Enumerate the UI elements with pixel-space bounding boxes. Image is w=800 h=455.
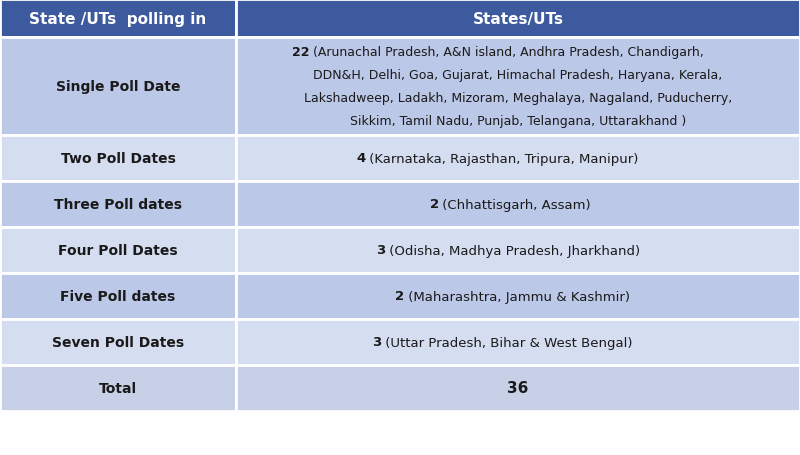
Text: Sikkim, Tamil Nadu, Punjab, Telangana, Uttarakhand ): Sikkim, Tamil Nadu, Punjab, Telangana, U… [350,115,686,127]
Text: Single Poll Date: Single Poll Date [56,80,180,94]
Text: 3: 3 [372,336,382,349]
Text: 4: 4 [357,152,366,165]
Bar [0,228,236,273]
Bar [236,0,800,38]
Text: 3: 3 [376,244,386,257]
Text: (Odisha, Madhya Pradesh, Jharkhand): (Odisha, Madhya Pradesh, Jharkhand) [385,244,640,257]
Text: States/UTs: States/UTs [473,11,563,26]
Text: State /UTs  polling in: State /UTs polling in [30,11,206,26]
Bar [0,319,236,365]
Text: (Uttar Pradesh, Bihar & West Bengal): (Uttar Pradesh, Bihar & West Bengal) [381,336,632,349]
Text: Five Poll dates: Five Poll dates [60,289,176,303]
Bar [236,273,800,319]
Text: 2: 2 [395,290,404,303]
Bar [0,38,236,136]
Bar [236,182,800,228]
Bar [0,0,236,38]
Text: Seven Poll Dates: Seven Poll Dates [52,335,184,349]
Text: (Karnataka, Rajasthan, Tripura, Manipur): (Karnataka, Rajasthan, Tripura, Manipur) [366,152,638,165]
Text: (Arunachal Pradesh, A&N island, Andhra Pradesh, Chandigarh,: (Arunachal Pradesh, A&N island, Andhra P… [309,46,703,59]
Text: Total: Total [99,381,137,395]
Text: DDN&H, Delhi, Goa, Gujarat, Himachal Pradesh, Haryana, Kerala,: DDN&H, Delhi, Goa, Gujarat, Himachal Pra… [314,69,722,82]
Bar [236,136,800,182]
Bar [0,182,236,228]
Text: Four Poll Dates: Four Poll Dates [58,243,178,258]
Text: 22: 22 [292,46,310,59]
Text: Two Poll Dates: Two Poll Dates [61,152,175,166]
Bar [0,365,236,411]
Bar [0,273,236,319]
Bar [236,38,800,136]
Text: (Maharashtra, Jammu & Kashmir): (Maharashtra, Jammu & Kashmir) [404,290,630,303]
Text: Lakshadweep, Ladakh, Mizoram, Meghalaya, Nagaland, Puducherry,: Lakshadweep, Ladakh, Mizoram, Meghalaya,… [304,92,732,105]
Bar [236,365,800,411]
Bar [236,228,800,273]
Text: 2: 2 [430,198,438,211]
Text: Three Poll dates: Three Poll dates [54,197,182,212]
Bar [236,319,800,365]
Text: (Chhattisgarh, Assam): (Chhattisgarh, Assam) [438,198,590,211]
Bar [0,136,236,182]
Text: 36: 36 [507,381,529,396]
